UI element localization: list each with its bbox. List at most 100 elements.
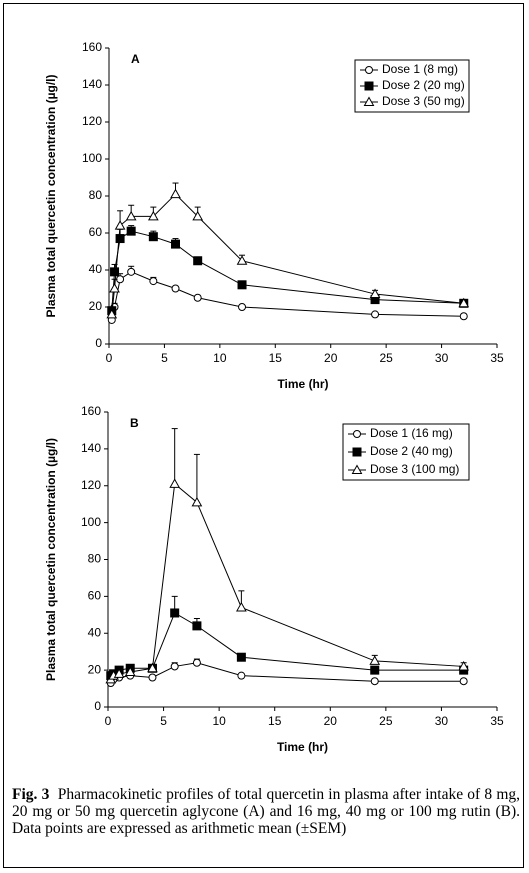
marker	[458, 297, 470, 308]
x-tick-label: 25	[379, 714, 393, 728]
marker	[148, 232, 158, 242]
marker	[147, 210, 159, 221]
marker	[170, 608, 180, 618]
marker	[116, 275, 125, 284]
legend-label: Dose 2 (20 mg)	[382, 78, 465, 92]
y-tick-label: 100	[81, 515, 101, 529]
frame	[3, 3, 524, 868]
marker	[171, 284, 180, 293]
marker	[353, 430, 361, 438]
y-tick-label: 0	[94, 699, 101, 713]
x-tick-label: 30	[435, 351, 449, 365]
marker	[459, 312, 468, 321]
x-tick-label: 25	[379, 351, 393, 365]
series-line	[111, 193, 464, 315]
marker	[352, 447, 362, 457]
y-tick-label: 160	[81, 404, 101, 418]
marker	[236, 652, 246, 662]
x-tick-label: 5	[161, 351, 168, 365]
x-tick-label: 0	[105, 714, 112, 728]
y-tick-label: 40	[88, 625, 102, 639]
marker	[369, 655, 381, 665]
y-tick-label: 20	[88, 662, 102, 676]
x-tick-label: 35	[490, 351, 504, 365]
marker	[124, 666, 136, 676]
error-bar	[193, 453, 200, 503]
series-line	[111, 230, 464, 311]
marker	[114, 220, 126, 230]
marker	[193, 293, 202, 302]
marker	[370, 665, 380, 675]
y-tick-label: 80	[88, 552, 102, 566]
caption-text: Pharmacokinetic profiles of total querce…	[12, 786, 521, 837]
marker	[115, 234, 125, 244]
marker	[192, 621, 202, 631]
marker	[458, 660, 470, 671]
legend-label: Dose 1 (8 mg)	[382, 62, 458, 76]
legend-label: Dose 3 (50 mg)	[382, 94, 465, 108]
y-tick-label: 140	[82, 77, 102, 91]
y-tick-label: 120	[82, 114, 102, 128]
legend-label: Dose 2 (40 mg)	[370, 444, 453, 458]
y-tick-label: 0	[95, 336, 102, 350]
y-tick-label: 80	[89, 188, 103, 202]
error-bar	[171, 428, 178, 484]
panel-label: A	[131, 52, 140, 66]
legend-label: Dose 1 (16 mg)	[370, 426, 453, 440]
marker	[193, 256, 203, 266]
y-tick-label: 20	[89, 299, 103, 313]
marker	[147, 662, 158, 673]
x-tick-label: 0	[106, 351, 113, 365]
marker	[149, 277, 158, 286]
marker	[371, 310, 380, 319]
marker	[170, 188, 181, 199]
x-tick-label: 10	[212, 714, 226, 728]
marker	[109, 282, 120, 293]
x-tick-label: 30	[435, 714, 449, 728]
marker	[459, 677, 468, 686]
marker	[365, 66, 373, 74]
marker	[238, 303, 247, 311]
marker	[171, 239, 181, 249]
marker	[169, 478, 181, 488]
panel-label: B	[130, 416, 139, 430]
series-line	[110, 662, 464, 684]
y-axis-label: Plasma total quercetin concentration (µg…	[44, 438, 58, 681]
marker	[148, 673, 157, 682]
marker	[237, 671, 246, 680]
x-tick-label: 20	[324, 351, 338, 365]
marker	[192, 210, 204, 221]
marker	[191, 496, 203, 507]
x-tick-label: 35	[490, 714, 504, 728]
y-tick-label: 160	[82, 40, 102, 54]
caption-label: Fig. 3	[12, 786, 50, 803]
marker	[351, 464, 363, 474]
y-tick-label: 40	[89, 262, 103, 276]
y-tick-label: 100	[82, 151, 102, 165]
x-tick-label: 15	[269, 351, 283, 365]
marker	[237, 280, 247, 290]
marker	[170, 662, 179, 671]
x-tick-label: 5	[160, 714, 167, 728]
marker	[236, 255, 248, 265]
y-tick-label: 60	[88, 589, 102, 603]
caption: Fig. 3 Pharmacokinetic profiles of total…	[12, 786, 520, 837]
marker	[364, 81, 374, 91]
marker	[126, 226, 136, 236]
x-axis-label: Time (hr)	[277, 377, 328, 391]
x-tick-label: 20	[324, 714, 338, 728]
y-tick-label: 140	[81, 441, 101, 455]
x-axis-label: Time (hr)	[277, 740, 328, 754]
marker	[106, 308, 118, 319]
y-tick-label: 60	[89, 225, 103, 239]
x-tick-label: 10	[213, 351, 227, 365]
marker	[363, 96, 375, 106]
y-tick-label: 120	[81, 478, 101, 492]
marker	[125, 210, 137, 221]
marker	[236, 601, 247, 612]
y-axis-label: Plasma total quercetin concentration (µg…	[44, 75, 58, 318]
marker	[127, 267, 136, 276]
marker	[113, 668, 125, 678]
